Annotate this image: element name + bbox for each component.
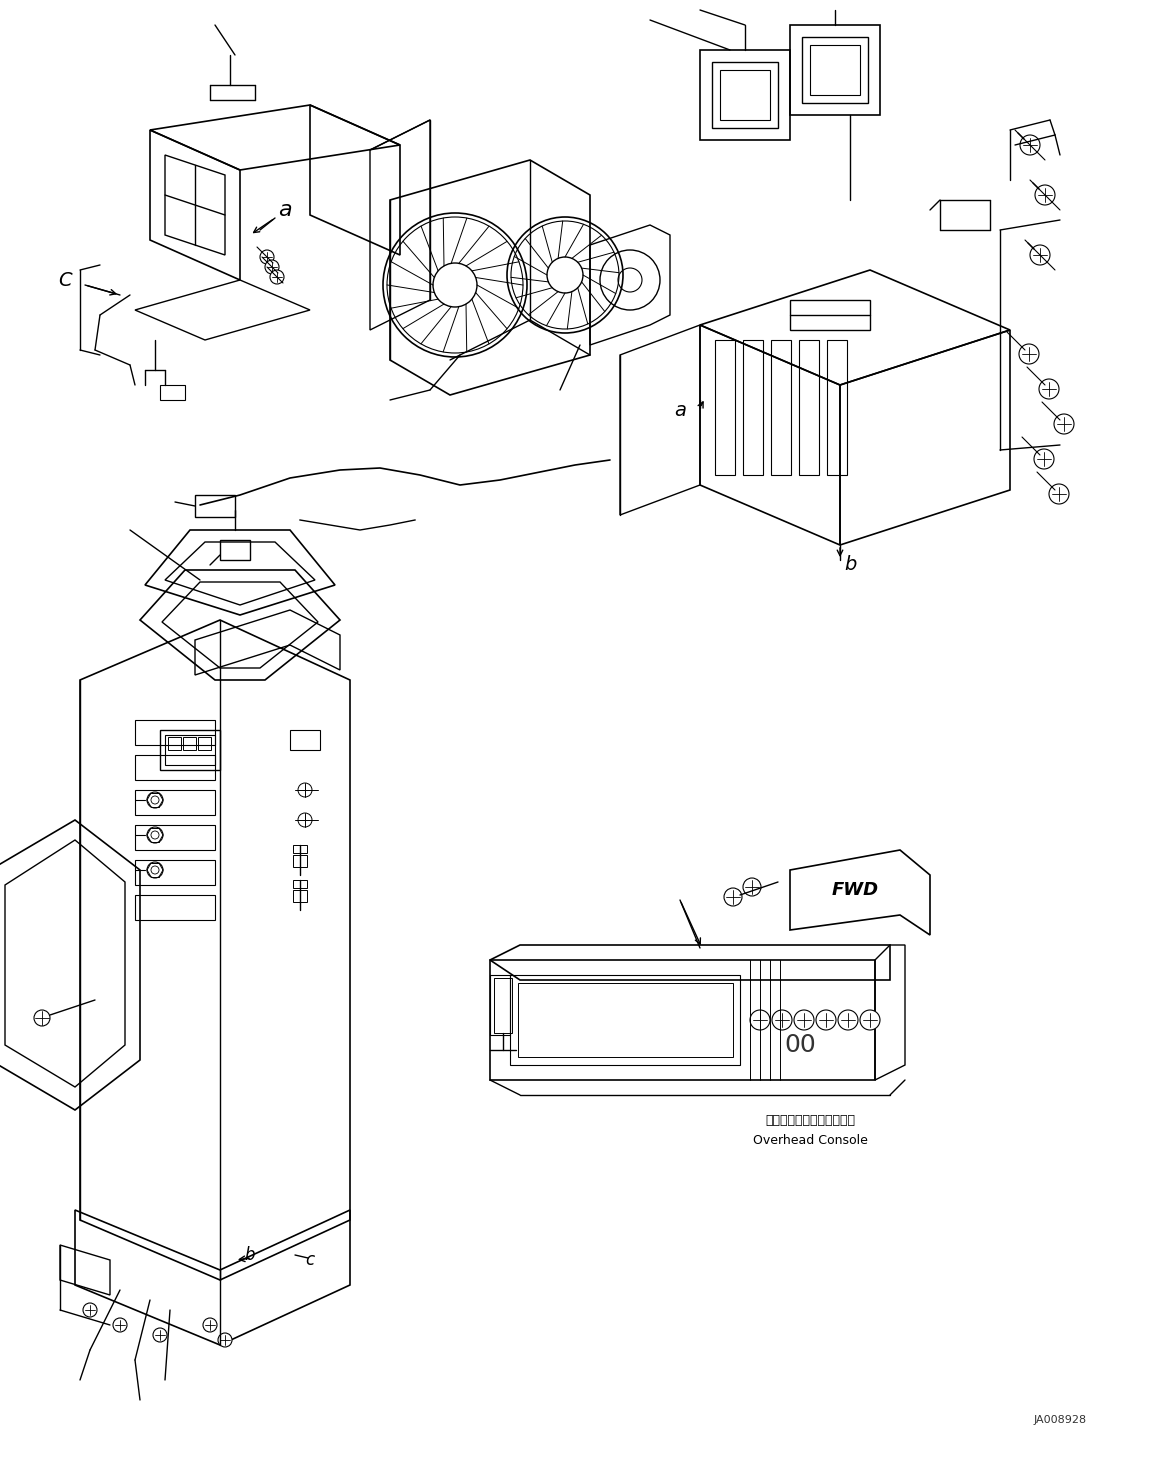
Circle shape xyxy=(147,793,163,809)
Bar xyxy=(160,385,185,401)
Circle shape xyxy=(750,1010,770,1030)
Circle shape xyxy=(816,1010,836,1030)
Bar xyxy=(183,737,196,750)
Bar xyxy=(165,734,215,765)
Circle shape xyxy=(1050,484,1069,504)
Circle shape xyxy=(298,813,312,828)
Bar xyxy=(195,495,235,517)
Bar xyxy=(490,975,510,1034)
Circle shape xyxy=(724,887,742,906)
Circle shape xyxy=(1030,245,1050,265)
Circle shape xyxy=(860,1010,880,1030)
Bar xyxy=(160,730,219,769)
Text: a: a xyxy=(675,401,686,420)
Text: 00: 00 xyxy=(784,1033,816,1056)
Bar xyxy=(510,975,740,1065)
Circle shape xyxy=(1054,414,1074,434)
Bar xyxy=(290,730,320,750)
Bar xyxy=(135,825,215,849)
Bar xyxy=(293,855,307,867)
Text: c: c xyxy=(305,1252,315,1269)
Text: オーバーヘッドコンソール: オーバーヘッドコンソール xyxy=(765,1113,854,1126)
Circle shape xyxy=(271,270,284,284)
Circle shape xyxy=(265,259,279,274)
Bar xyxy=(135,755,215,779)
Text: JA008928: JA008928 xyxy=(1033,1415,1087,1425)
Bar xyxy=(199,737,211,750)
Bar xyxy=(293,880,307,887)
Circle shape xyxy=(147,863,163,879)
Bar xyxy=(135,790,215,814)
Circle shape xyxy=(298,782,312,797)
Circle shape xyxy=(794,1010,814,1030)
Circle shape xyxy=(151,865,159,874)
Circle shape xyxy=(113,1319,127,1332)
Circle shape xyxy=(838,1010,858,1030)
Circle shape xyxy=(743,879,760,896)
Bar xyxy=(293,890,307,902)
Circle shape xyxy=(147,828,163,844)
Circle shape xyxy=(151,796,159,804)
Circle shape xyxy=(1034,449,1054,469)
Text: Overhead Console: Overhead Console xyxy=(752,1134,867,1147)
Circle shape xyxy=(1039,379,1059,399)
Bar xyxy=(293,845,307,852)
Text: C: C xyxy=(58,271,72,290)
Text: b: b xyxy=(844,555,856,574)
Circle shape xyxy=(218,1333,232,1348)
Circle shape xyxy=(1019,344,1039,364)
Circle shape xyxy=(151,830,159,839)
Circle shape xyxy=(203,1319,217,1332)
Bar xyxy=(168,737,181,750)
Circle shape xyxy=(153,1327,167,1342)
Bar xyxy=(493,978,512,1033)
Bar xyxy=(135,720,215,745)
Bar xyxy=(219,541,250,559)
Circle shape xyxy=(772,1010,792,1030)
Bar xyxy=(789,300,870,329)
Text: b: b xyxy=(245,1246,255,1265)
Bar xyxy=(518,983,733,1056)
Bar xyxy=(135,895,215,919)
Text: a: a xyxy=(279,200,291,220)
Circle shape xyxy=(260,251,274,264)
Circle shape xyxy=(82,1303,98,1317)
Circle shape xyxy=(34,1010,50,1026)
Circle shape xyxy=(1034,185,1055,205)
Text: FWD: FWD xyxy=(831,881,879,899)
Bar xyxy=(135,860,215,884)
Circle shape xyxy=(1021,136,1040,154)
